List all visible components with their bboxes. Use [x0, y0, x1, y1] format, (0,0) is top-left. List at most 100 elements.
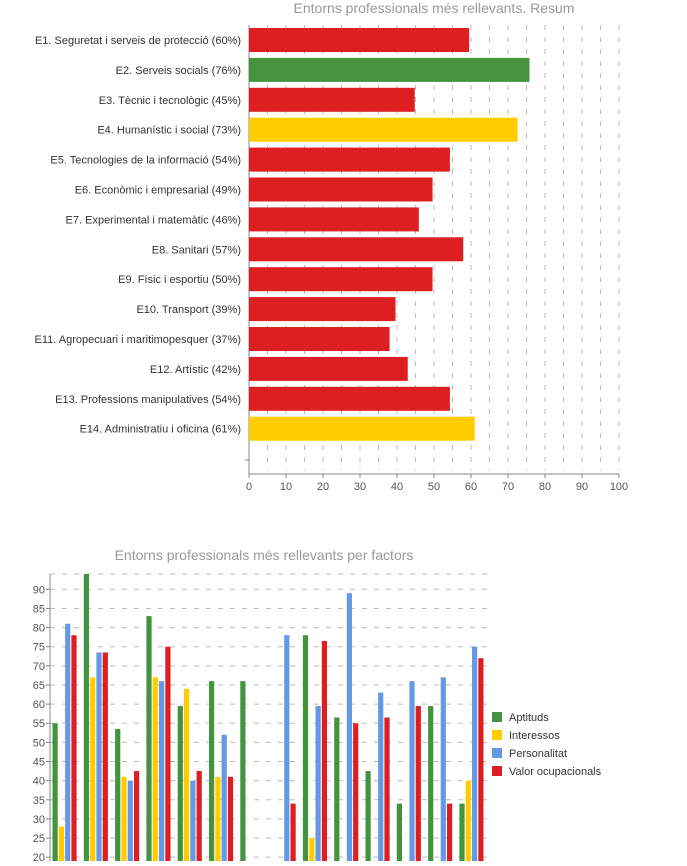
y-tick-label: 20 [33, 852, 45, 861]
bar [302, 635, 309, 861]
bar [152, 677, 158, 861]
y-tick-label: 70 [33, 661, 45, 673]
bar [384, 717, 390, 861]
bar [249, 117, 518, 142]
summary-chart: Entorns professionals més rellevants. Re… [35, 0, 629, 493]
bar [284, 635, 290, 861]
x-tick-label: 100 [610, 481, 628, 493]
bar [209, 681, 215, 861]
x-tick-label: 90 [576, 481, 588, 493]
bar [290, 803, 296, 861]
x-tick-label: 10 [280, 481, 292, 493]
x-tick-label: 20 [317, 481, 329, 493]
bar [177, 706, 183, 861]
y-tick-label: 55 [33, 718, 45, 730]
category-label: E14. Administratiu i oficina (61%) [80, 424, 241, 436]
category-label: E9. Físic i esportiu (50%) [118, 274, 241, 286]
bar [249, 237, 464, 262]
category-label: E10. Transport (39%) [136, 304, 241, 316]
bar [240, 681, 246, 861]
y-tick-label: 85 [33, 603, 45, 615]
bar [249, 327, 390, 351]
y-tick-label: 45 [33, 757, 45, 769]
bar [249, 207, 419, 232]
x-tick-label: 70 [502, 481, 514, 493]
category-label: E7. Experimental i matemàtic (46%) [66, 214, 241, 226]
bar [440, 677, 446, 861]
bar [346, 593, 352, 861]
legend-swatch [492, 730, 502, 740]
bar [90, 677, 96, 861]
y-tick-label: 80 [33, 623, 45, 635]
bar [96, 652, 102, 861]
category-label: E13. Professions manipulatives (54%) [55, 394, 241, 406]
bar [165, 646, 171, 861]
bar [159, 681, 165, 861]
bar [249, 386, 450, 411]
y-tick-label: 25 [33, 833, 45, 845]
legend-label: Personalitat [509, 748, 567, 760]
bar [315, 706, 321, 861]
bar [184, 688, 190, 861]
bar [465, 780, 471, 861]
summary-chart-title: Entorns professionals més rellevants. Re… [294, 0, 575, 16]
bar [321, 640, 327, 861]
bar [83, 574, 89, 861]
legend-swatch [492, 748, 502, 758]
bar [249, 416, 475, 441]
x-tick-label: 50 [428, 481, 440, 493]
bar [447, 803, 453, 861]
category-label: E1. Seguretat i serveis de protecció (60… [35, 35, 241, 47]
bar [334, 717, 340, 861]
bar [428, 706, 434, 861]
bar [227, 776, 234, 861]
y-tick-label: 40 [33, 776, 45, 788]
bar [102, 652, 108, 861]
category-label: E2. Serveis socials (76%) [116, 65, 241, 77]
legend-label: Interessos [509, 730, 560, 742]
bar [249, 57, 530, 82]
x-tick-label: 80 [539, 481, 551, 493]
legend-label: Valor ocupacionals [509, 766, 602, 778]
factors-chart-svg: Entorns professionals més rellevants per… [33, 547, 602, 864]
factors-chart: Entorns professionals més rellevants per… [0, 540, 687, 866]
bar [65, 623, 71, 861]
x-tick-label: 60 [465, 481, 477, 493]
x-tick-label: 0 [246, 481, 252, 493]
bar [249, 177, 433, 202]
y-tick-label: 35 [33, 795, 45, 807]
bar [52, 723, 58, 861]
category-label: E12. Artístic (42%) [150, 364, 241, 376]
bar [396, 803, 402, 861]
bar [353, 723, 359, 861]
category-label: E6. Econòmic i empresarial (49%) [75, 185, 241, 197]
x-tick-label: 40 [391, 481, 403, 493]
bar [249, 87, 415, 112]
bar [478, 658, 484, 861]
bar [121, 776, 127, 861]
y-tick-label: 60 [33, 699, 45, 711]
bar [221, 734, 227, 861]
bar [134, 771, 140, 861]
bar [249, 267, 433, 292]
y-tick-label: 65 [33, 680, 45, 692]
summary-chart-svg: Entorns professionals més rellevants. Re… [35, 0, 629, 493]
bar [115, 728, 121, 861]
category-label: E4. Humanístic i social (73%) [97, 125, 241, 137]
bar [249, 356, 408, 381]
bar [196, 771, 202, 861]
bar [409, 681, 415, 861]
bar [146, 616, 152, 861]
category-label: E5. Tecnologies de la informació (54%) [50, 155, 241, 167]
bar [249, 297, 396, 322]
y-tick-label: 90 [33, 584, 45, 596]
bar [215, 776, 221, 861]
bar [309, 838, 315, 861]
bar [71, 635, 77, 861]
bar [378, 692, 384, 861]
factors-chart-title: Entorns professionals més rellevants per… [115, 547, 414, 563]
legend-swatch [492, 766, 502, 776]
y-tick-label: 30 [33, 814, 45, 826]
category-label: E3. Tècnic i tecnològic (45%) [99, 95, 241, 107]
category-label: E11. Agropecuari i maritimopesquer (37%) [35, 334, 241, 346]
